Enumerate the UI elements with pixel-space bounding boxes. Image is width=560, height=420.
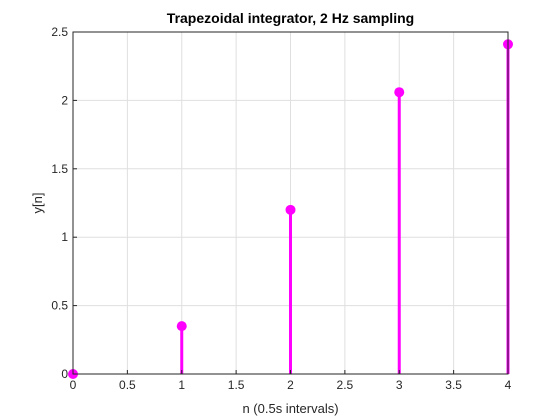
y-tick-label: 2.5 — [51, 25, 68, 39]
stem-marker — [285, 204, 296, 215]
x-tick-label: 0.5 — [119, 378, 136, 392]
y-tick-label: 0 — [61, 367, 68, 381]
stem-marker — [176, 321, 187, 332]
stem-marker — [394, 87, 405, 98]
axis-ticks: 0 0.5 1 1.5 2 2.5 3 3.5 4 0 0.5 1 1.5 2 2.5 — [51, 25, 511, 392]
y-tick-label: 0.5 — [51, 299, 68, 313]
x-tick-label: 4 — [505, 378, 512, 392]
x-tick-label: 2.5 — [337, 378, 354, 392]
x-tick-label: 2 — [287, 378, 294, 392]
x-tick-label: 3.5 — [445, 378, 462, 392]
y-tick-label: 2 — [61, 93, 68, 107]
y-tick-label: 1 — [61, 230, 68, 244]
grid-lines — [72, 31, 509, 375]
y-tick-label: 1.5 — [51, 162, 68, 176]
x-axis-label: n (0.5s intervals) — [242, 401, 338, 416]
x-tick-label: 1.5 — [228, 378, 245, 392]
x-tick-label: 1 — [178, 378, 185, 392]
x-tick-label: 3 — [396, 378, 403, 392]
y-axis-label: y[n] — [30, 193, 45, 214]
x-tick-label: 0 — [70, 378, 77, 392]
chart-title: Trapezoidal integrator, 2 Hz sampling — [167, 10, 414, 26]
